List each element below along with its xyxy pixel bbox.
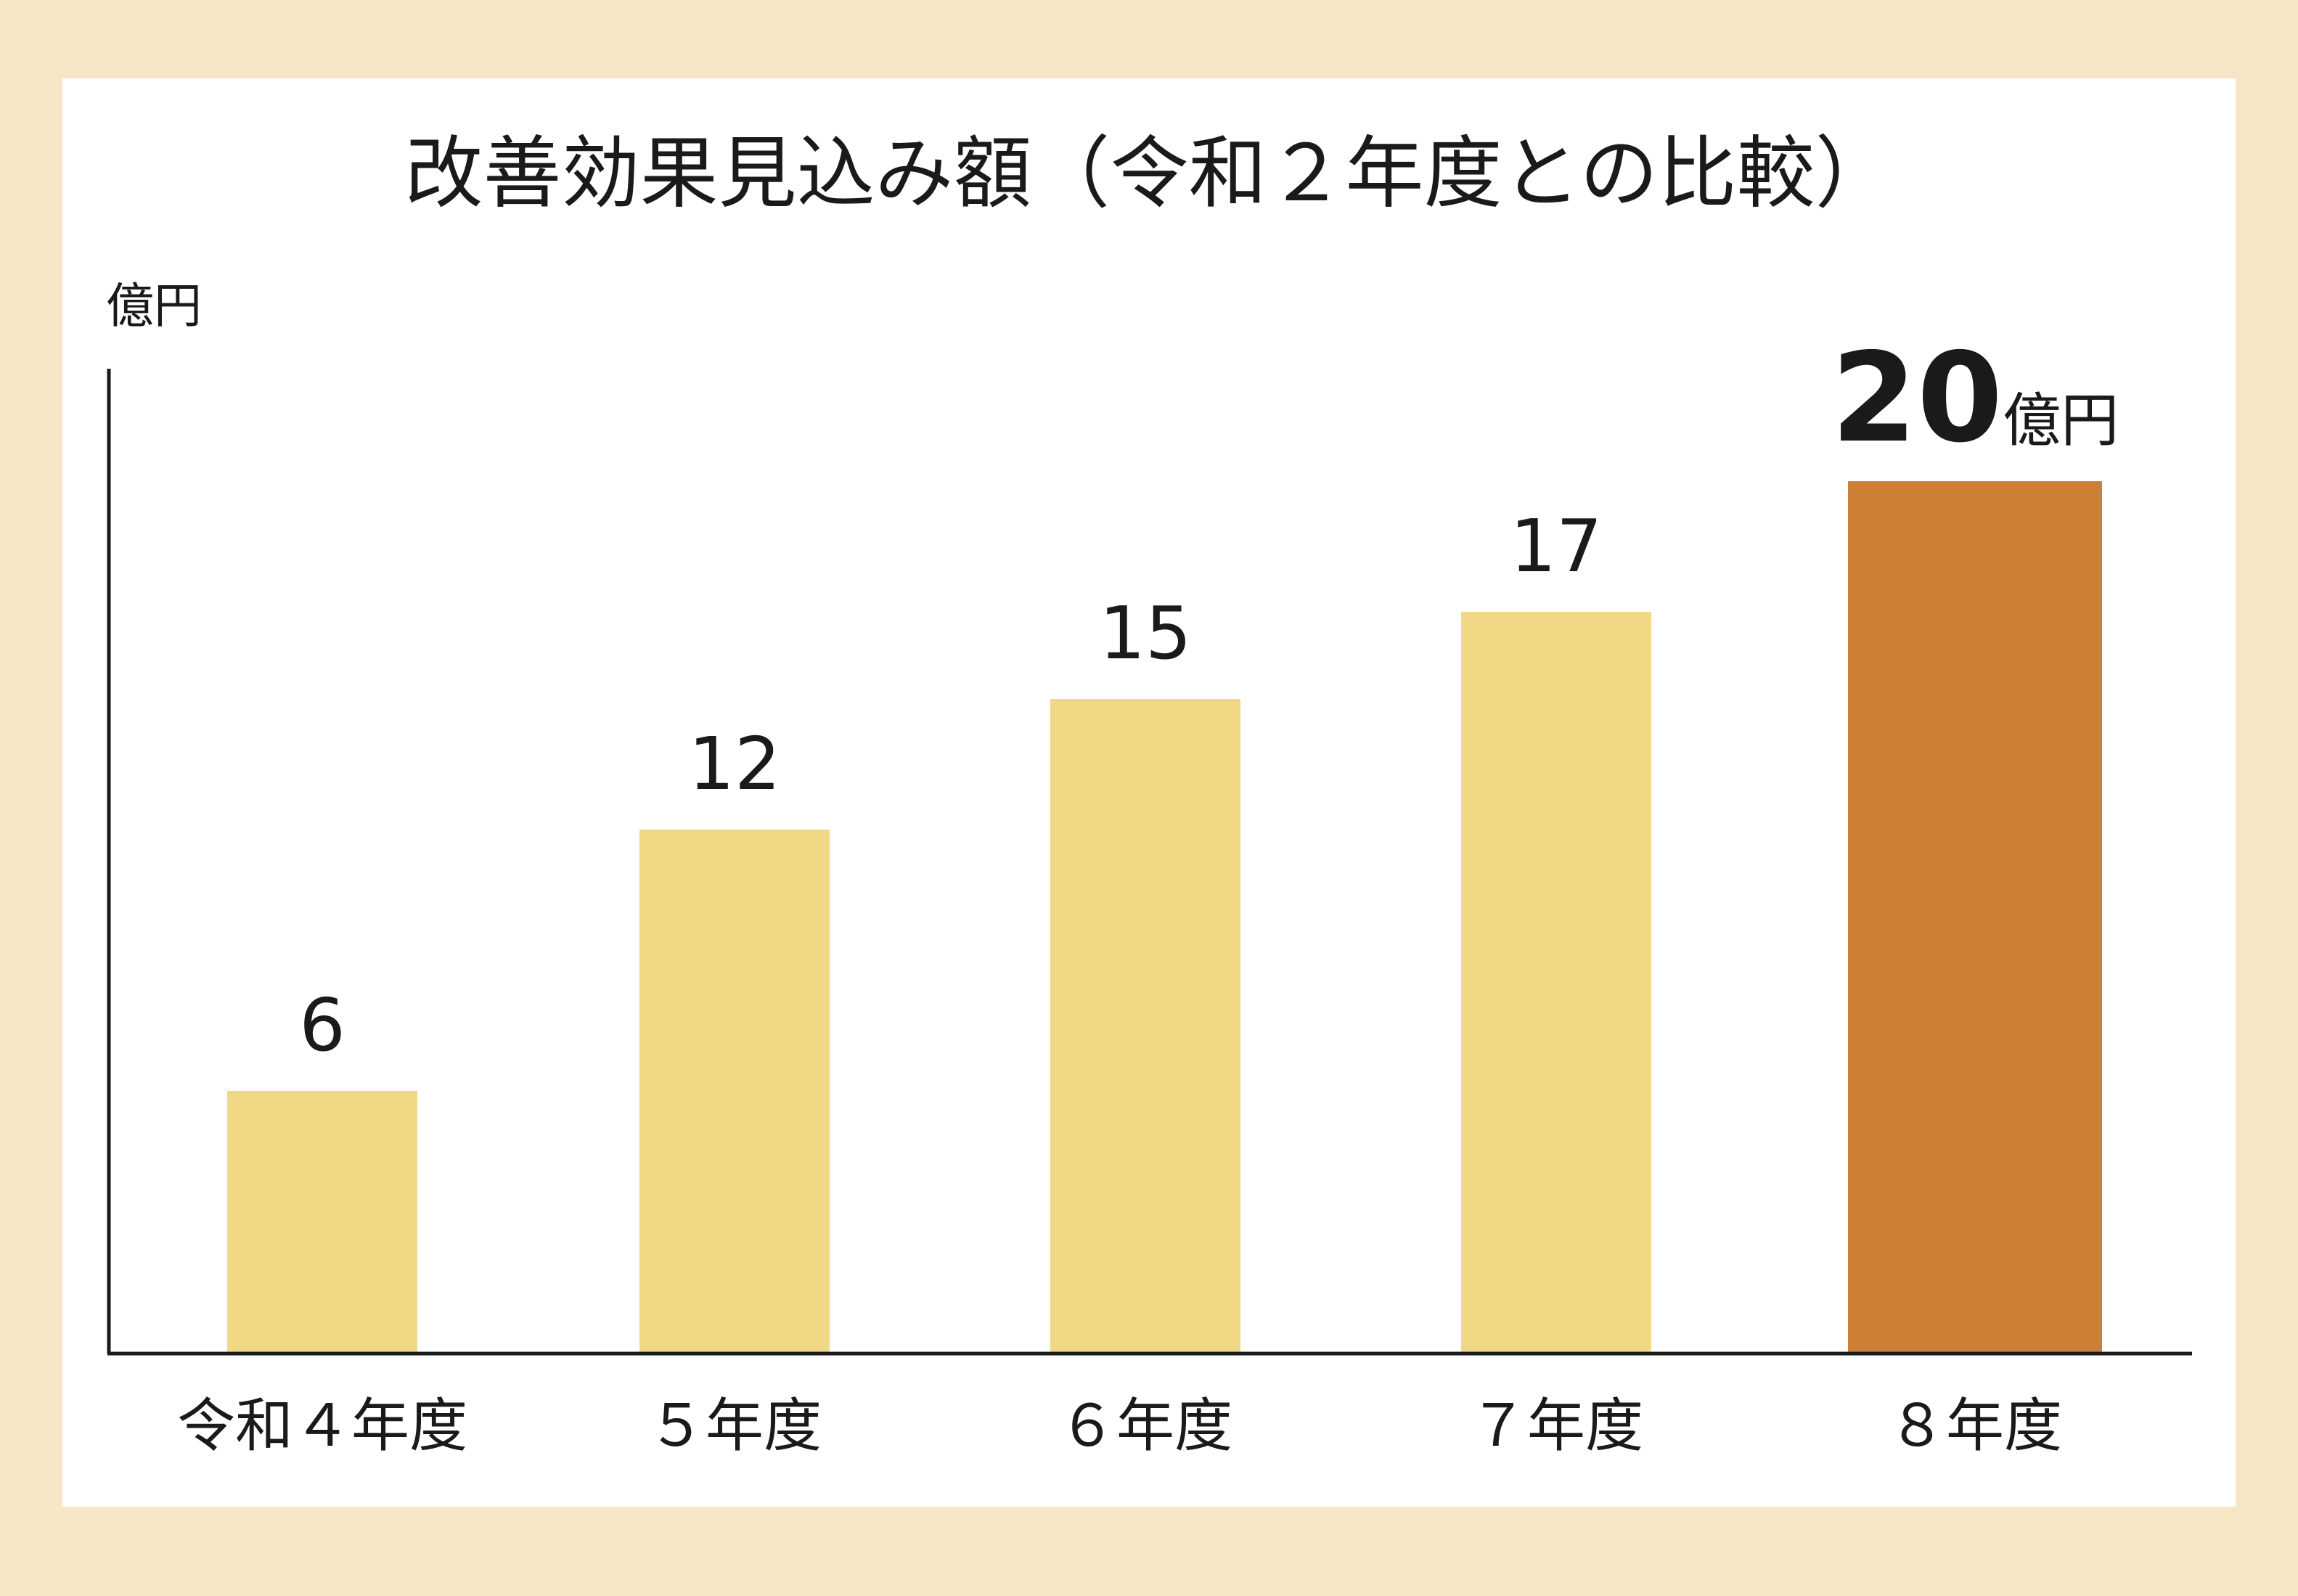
bar-3 — [1050, 699, 1240, 1352]
category-labels-group: 令和４年度 ５年度 ６年度 ７年度 ８年度 — [177, 1392, 2062, 1460]
chart-panel: 改善効果見込み額（令和２年度との比較） 億円 6 12 15 17 20億円 令和４年度… — [62, 78, 2236, 1507]
category-label-2: ５年度 — [647, 1392, 822, 1460]
chart-title: 改善効果見込み額（令和２年度との比較） — [405, 128, 1894, 219]
bar-1 — [227, 1091, 417, 1352]
y-axis-label: 億円 — [106, 278, 202, 334]
value-label-1: 6 — [299, 983, 345, 1068]
category-label-5: ８年度 — [1888, 1392, 2062, 1460]
category-label-1: 令和４年度 — [177, 1392, 467, 1460]
value-label-2: 12 — [688, 721, 780, 806]
bar-2 — [639, 830, 830, 1352]
category-label-4: ７年度 — [1469, 1392, 1643, 1460]
value-label-unit: 億円 — [2003, 387, 2119, 454]
bar-4 — [1461, 612, 1651, 1352]
category-label-3: ６年度 — [1058, 1392, 1232, 1460]
value-label-5: 20億円 — [1831, 327, 2119, 470]
bars-group — [227, 481, 2102, 1352]
value-label-number: 20 — [1831, 327, 2003, 470]
value-label-3: 15 — [1099, 591, 1191, 676]
value-labels-group: 6 12 15 17 20億円 — [299, 327, 2119, 1068]
bar-5 — [1848, 481, 2102, 1352]
value-label-4: 17 — [1510, 504, 1602, 589]
